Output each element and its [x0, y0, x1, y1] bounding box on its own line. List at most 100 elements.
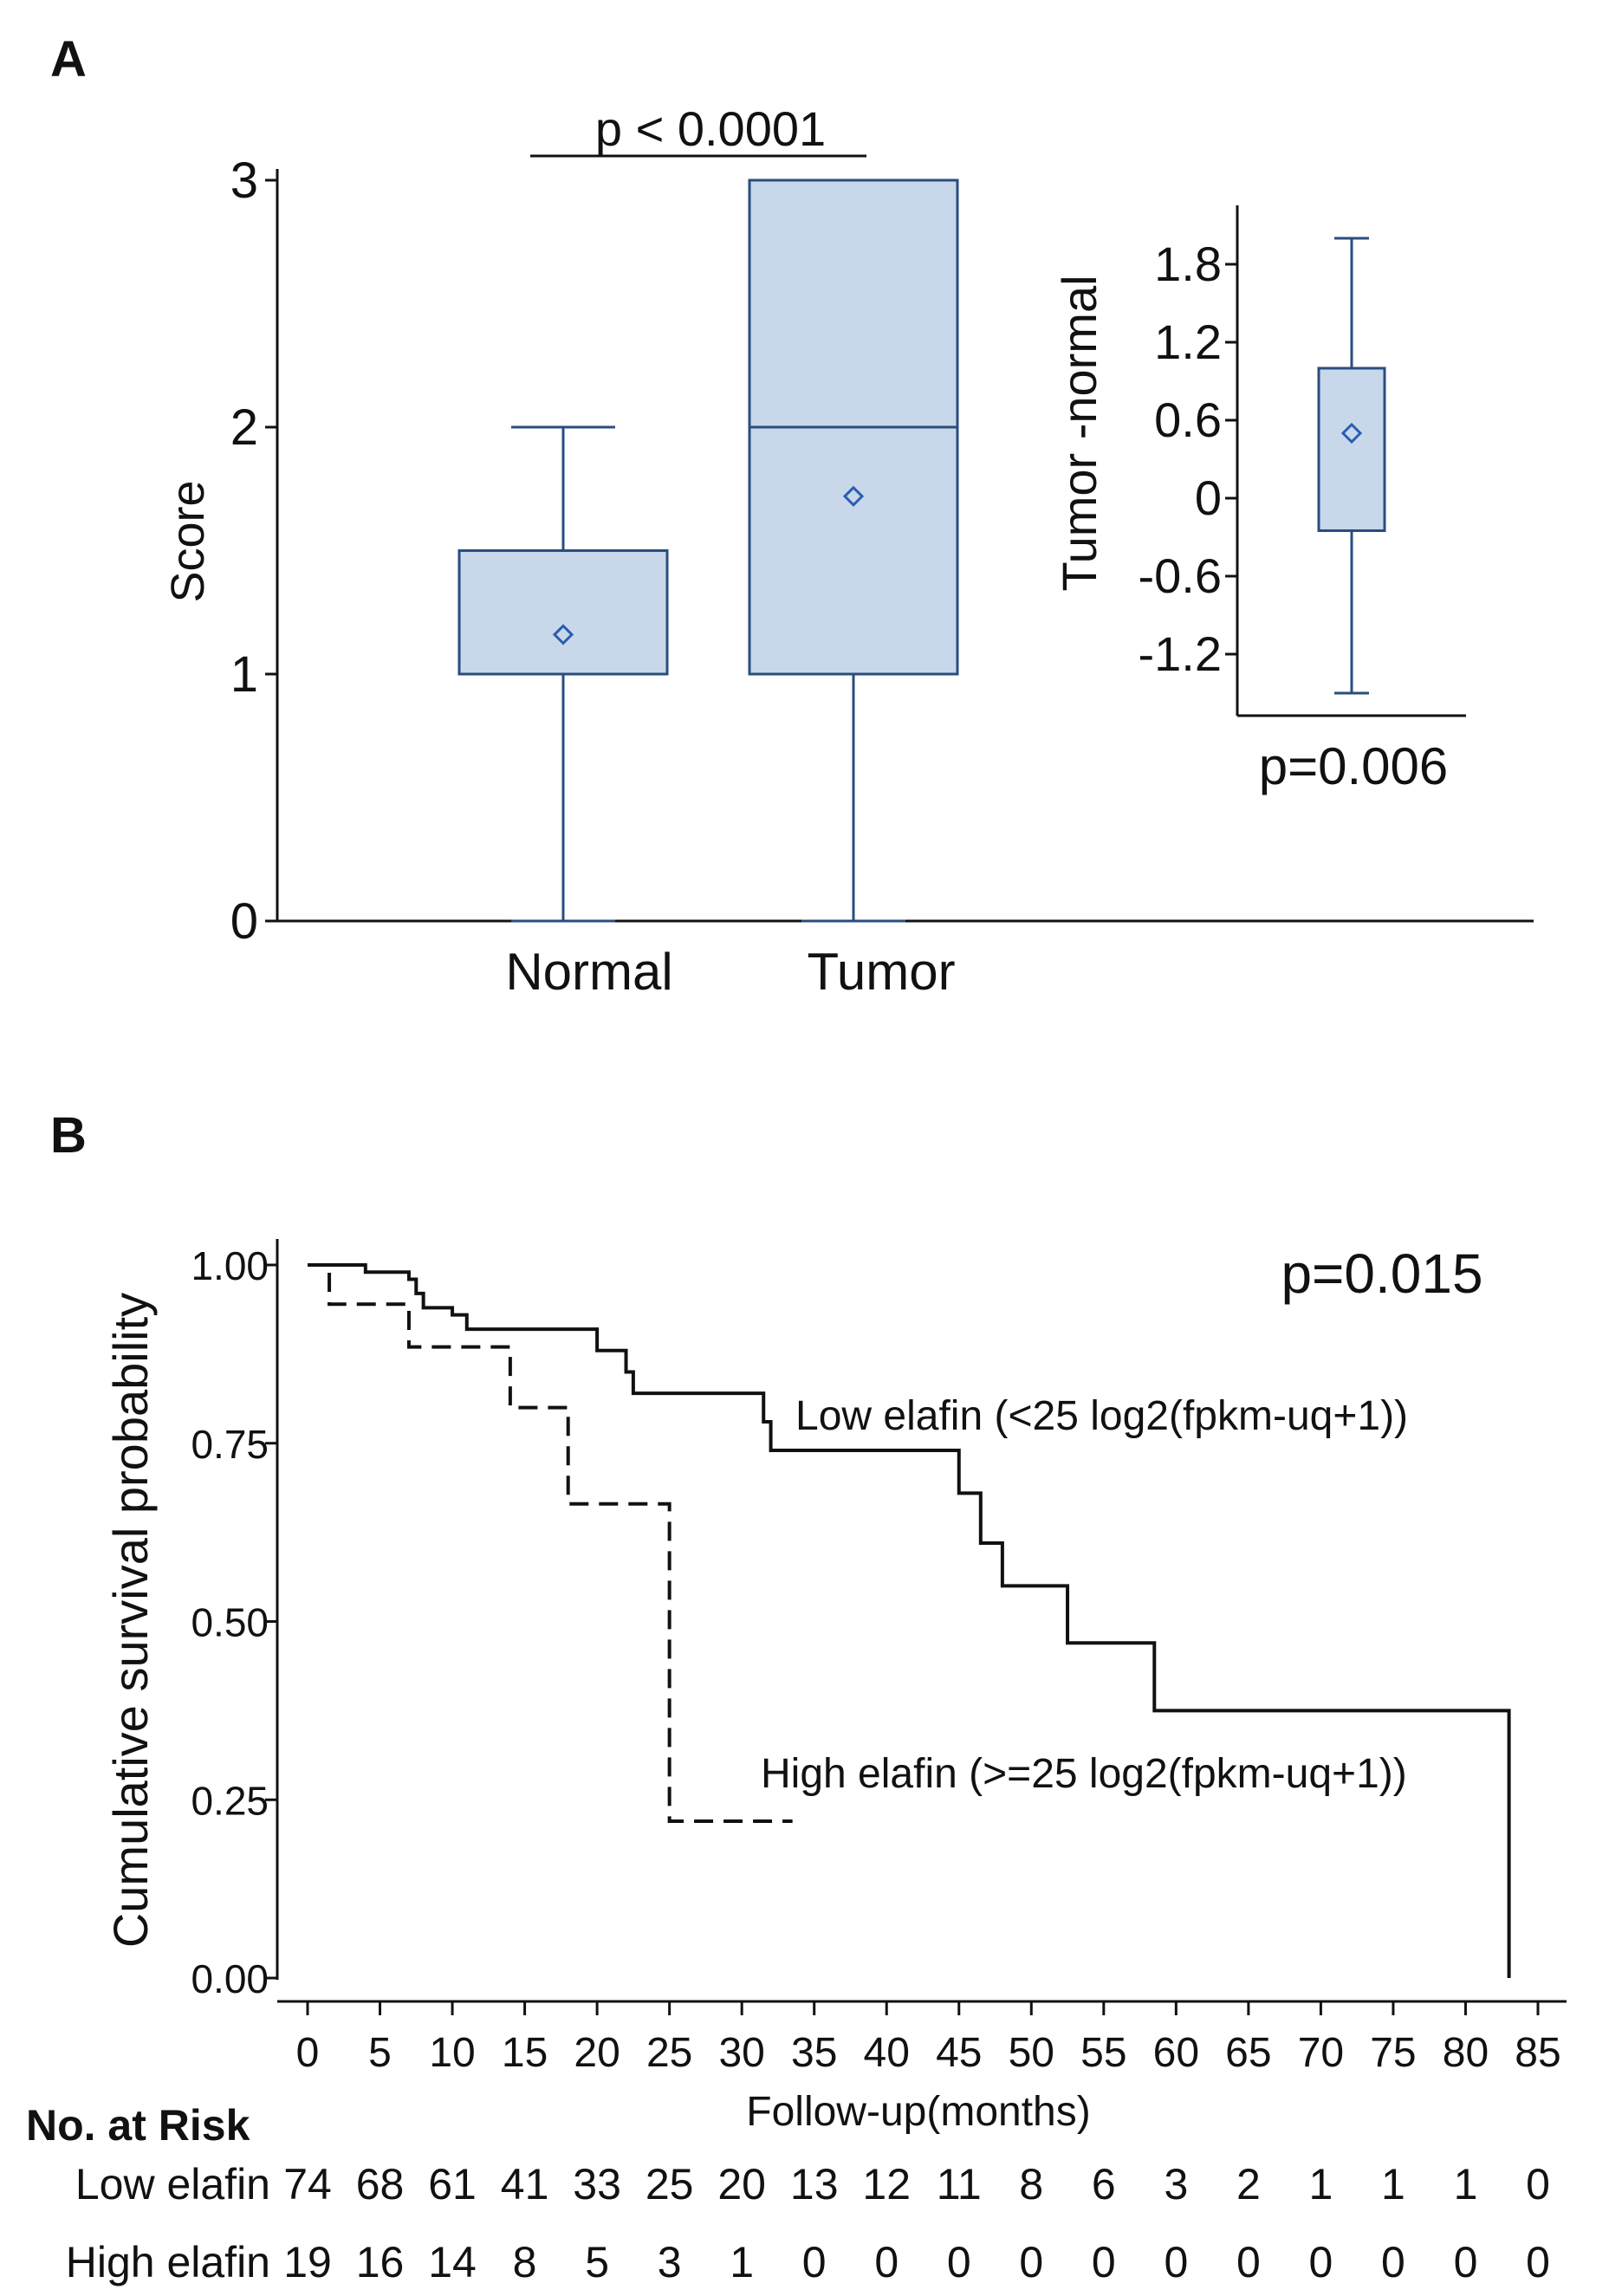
km-x-tick-label-9: 45: [936, 2030, 982, 2076]
panel-b-label: B: [50, 1107, 87, 1164]
risk-value-high-elafin: 8: [513, 2238, 537, 2286]
km-y-tick-label-2: 0.50: [191, 1600, 269, 1645]
km-x-tick-label-5: 25: [646, 2030, 692, 2076]
km-x-tick-label-17: 85: [1515, 2030, 1560, 2076]
risk-value-low-elafin: 25: [646, 2160, 694, 2208]
risk-table-header: No. at Risk: [26, 2101, 250, 2150]
risk-value-low-elafin: 20: [717, 2160, 766, 2208]
km-y-tick-label-1: 0.25: [191, 1778, 269, 1823]
inset-box: [1317, 366, 1386, 532]
km-y-tick-label-4: 1.00: [191, 1243, 269, 1288]
km-x-tick-label-12: 60: [1153, 2030, 1199, 2076]
km-curve-low-elafin: [308, 1263, 1511, 1978]
risk-value-high-elafin: 0: [947, 2238, 971, 2286]
risk-value-low-elafin: 11: [937, 2160, 982, 2208]
km-x-tick-label-7: 35: [791, 2030, 837, 2076]
inset-y-tick-label-3: 0.6: [1154, 392, 1222, 447]
category-label-tumor: Tumor: [807, 943, 955, 1001]
risk-value-high-elafin: 0: [1092, 2238, 1116, 2286]
km-x-tick-label-8: 40: [864, 2030, 910, 2076]
risk-table: Low elafin 74 68 61 41 33 25 20 13 12 11 8 6 3 2 1 1 1 0Hi…: [66, 2160, 1550, 2286]
risk-value-high-elafin: 16: [356, 2238, 405, 2286]
inset-mean-marker: [1340, 422, 1363, 444]
y-tick-label-3: 3: [230, 152, 258, 209]
risk-value-low-elafin: 1: [1381, 2160, 1405, 2208]
risk-value-low-elafin: 33: [573, 2160, 621, 2208]
risk-value-high-elafin: 19: [283, 2238, 332, 2286]
risk-value-high-elafin: 0: [1236, 2238, 1261, 2286]
inset-y-tick-label-0: -1.2: [1139, 626, 1223, 681]
risk-value-low-elafin: 8: [1019, 2160, 1043, 2208]
inset-y-tick-label-2: 0: [1195, 470, 1222, 525]
risk-value-low-elafin: 1: [1309, 2160, 1333, 2208]
km-x-tick-label-10: 50: [1009, 2030, 1054, 2076]
inset-y-tick-label-1: -0.6: [1139, 548, 1223, 603]
mean-marker-tumor: [842, 485, 865, 507]
risk-value-high-elafin: 0: [1309, 2238, 1333, 2286]
km-x-label: Follow-up(months): [746, 2089, 1090, 2135]
category-label-normal: Normal: [505, 943, 672, 1001]
km-y-tick-label-3: 0.75: [191, 1422, 269, 1467]
significance-label: p < 0.0001: [595, 101, 826, 156]
risk-value-high-elafin: 0: [1454, 2238, 1478, 2286]
risk-value-high-elafin: 0: [874, 2238, 899, 2286]
km-x-tick-label-13: 65: [1225, 2030, 1271, 2076]
risk-value-low-elafin: 6: [1092, 2160, 1116, 2208]
boxplot-y-ticks: 0 1 2 3: [230, 152, 277, 950]
km-x-tick-label-15: 75: [1370, 2030, 1416, 2076]
risk-value-high-elafin: 0: [1164, 2238, 1188, 2286]
inset-pvalue: p=0.006: [1259, 737, 1449, 795]
inset-y-ticks: -1.2 -0.6 0 0.6 1.2 1.8: [1139, 237, 1237, 681]
km-x-tick-label-0: 0: [296, 2030, 320, 2076]
risk-value-low-elafin: 1: [1454, 2160, 1478, 2208]
km-y-label: Cumulative survival probability: [103, 1293, 158, 1948]
risk-value-low-elafin: 68: [356, 2160, 405, 2208]
risk-value-low-elafin: 61: [428, 2160, 477, 2208]
km-x-tick-label-6: 30: [718, 2030, 764, 2076]
risk-value-low-elafin: 12: [862, 2160, 911, 2208]
km-y-ticks: 0.00 0.25 0.50 0.75 1.00: [191, 1243, 277, 2001]
risk-value-low-elafin: 0: [1526, 2160, 1550, 2208]
km-x-tick-label-1: 5: [368, 2030, 392, 2076]
km-x-tick-label-11: 55: [1080, 2030, 1126, 2076]
km-x-tick-label-2: 10: [429, 2030, 475, 2076]
km-series: [308, 1263, 1511, 1978]
legend-low-elafin: Low elafin (<25 log2(fpkm-uq+1)): [795, 1393, 1408, 1439]
risk-value-high-elafin: 1: [730, 2238, 754, 2286]
km-y-tick-label-0: 0.00: [191, 1956, 269, 2001]
mean-marker-normal: [552, 624, 574, 645]
risk-value-high-elafin: 0: [802, 2238, 827, 2286]
y-tick-label-0: 0: [230, 893, 258, 950]
risk-value-high-elafin: 5: [585, 2238, 609, 2286]
inset-boxes: [1317, 237, 1386, 695]
km-pvalue: p=0.015: [1281, 1242, 1482, 1305]
risk-value-low-elafin: 3: [1164, 2160, 1188, 2208]
km-x-tick-label-16: 80: [1443, 2030, 1489, 2076]
inset-y-tick-label-4: 1.2: [1154, 315, 1222, 369]
inset-y-label: Tumor -normal: [1052, 275, 1106, 591]
risk-value-low-elafin: 13: [790, 2160, 839, 2208]
km-x-ticks: 0 5 10 15 20 25 30 35 40 45 50 55 60 65 70 75 80 85: [296, 2001, 1561, 2076]
risk-value-high-elafin: 0: [1019, 2238, 1043, 2286]
risk-value-low-elafin: 41: [501, 2160, 549, 2208]
risk-row-label-high-elafin: High elafin: [66, 2238, 270, 2286]
y-tick-label-1: 1: [230, 646, 258, 703]
panel-a-label: A: [50, 31, 87, 88]
box-normal: [457, 549, 669, 676]
km-x-tick-label-14: 70: [1298, 2030, 1344, 2076]
risk-value-high-elafin: 0: [1526, 2238, 1550, 2286]
km-curve-high-elafin: [308, 1263, 793, 1823]
risk-value-low-elafin: 74: [283, 2160, 332, 2208]
risk-value-high-elafin: 3: [658, 2238, 682, 2286]
km-x-tick-label-4: 20: [574, 2030, 620, 2076]
inset-y-tick-label-5: 1.8: [1154, 237, 1222, 291]
y-tick-label-2: 2: [230, 399, 258, 456]
km-x-tick-label-3: 15: [502, 2030, 548, 2076]
boxplot-y-label: Score: [162, 480, 214, 602]
legend-high-elafin: High elafin (>=25 log2(fpkm-uq+1)): [761, 1751, 1407, 1797]
risk-value-high-elafin: 14: [428, 2238, 477, 2286]
risk-value-high-elafin: 0: [1381, 2238, 1405, 2286]
risk-row-label-low-elafin: Low elafin: [75, 2160, 270, 2208]
boxplot-boxes: [457, 178, 959, 923]
